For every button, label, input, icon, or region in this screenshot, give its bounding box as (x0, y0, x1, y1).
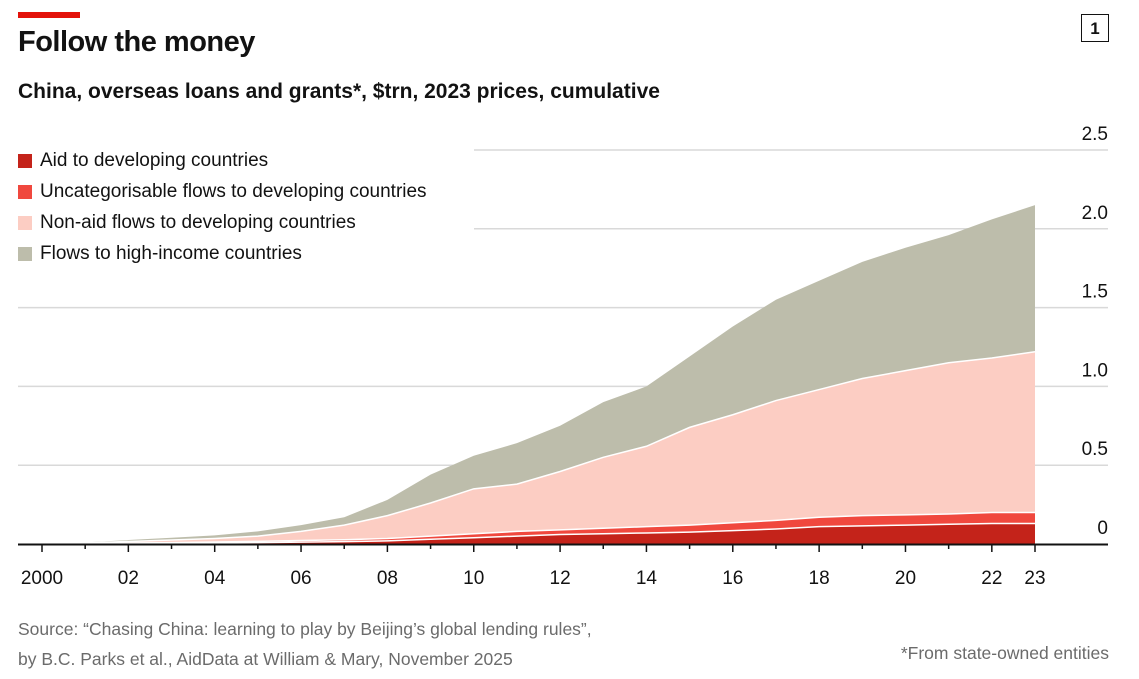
x-tick-label: 10 (463, 568, 484, 589)
accent-bar (18, 12, 80, 18)
legend-item-nonaid: Non-aid flows to developing countries (18, 207, 427, 238)
x-tick-label: 23 (1024, 568, 1045, 589)
source-line-1: Source: “Chasing China: learning to play… (18, 619, 592, 639)
x-tick-label: 20 (895, 568, 916, 589)
legend-swatch-aid (18, 153, 32, 168)
boundary-aid (41, 522, 1035, 545)
area-uncategorisable (42, 512, 1035, 544)
x-tick-label: 06 (290, 568, 311, 589)
legend-label-aid: Aid to developing countries (40, 149, 269, 171)
area-layer (41, 205, 1036, 545)
axis-layer (18, 543, 1108, 552)
x-tick-label: 14 (636, 568, 658, 589)
x-tick-label: 16 (722, 568, 743, 589)
x-tick-label: 18 (809, 568, 830, 589)
legend-item-aid: Aid to developing countries (18, 145, 427, 176)
source-line-2: by B.C. Parks et al., AidData at William… (18, 649, 513, 669)
boundary-nonaid (41, 350, 1036, 545)
legend-label-highincome: Flows to high-income countries (40, 242, 302, 264)
chart-title: Follow the money (18, 26, 255, 58)
legend-item-highincome: Flows to high-income countries (18, 238, 427, 269)
chart-subtitle: China, overseas loans and grants*, $trn,… (18, 80, 660, 103)
y-tick-label: 1.5 (1082, 282, 1108, 303)
legend-item-uncategorisable: Uncategorisable flows to developing coun… (18, 176, 427, 207)
boundary-uncategorisable (41, 511, 1035, 545)
x-tick-label: 2000 (21, 568, 63, 589)
legend-swatch-nonaid (18, 215, 32, 230)
chart-number-badge: 1 (1081, 14, 1109, 42)
source-note: Source: “Chasing China: learning to play… (18, 614, 592, 674)
legend-swatch-uncategorisable (18, 184, 32, 199)
y-tick-label: 2.5 (1082, 124, 1108, 145)
legend-swatch-highincome (18, 246, 32, 261)
y-tick-label: 1.0 (1082, 360, 1108, 381)
y-tick-label: 2.0 (1082, 203, 1108, 224)
y-tick-label: 0 (1097, 518, 1108, 539)
legend: Aid to developing countries Uncategorisa… (18, 145, 427, 269)
legend-label-uncategorisable: Uncategorisable flows to developing coun… (40, 180, 427, 202)
x-tick-label: 02 (118, 568, 139, 589)
area-nonaid (42, 351, 1035, 544)
footnote: *From state-owned entities (900, 643, 1109, 663)
legend-label-nonaid: Non-aid flows to developing countries (40, 211, 356, 233)
label-layer: 0 0.5 1.0 1.5 2.0 2.5 2000 02 04 06 08 10 12 14 16 18 20… (21, 124, 1108, 589)
x-tick-label: 04 (204, 568, 226, 589)
x-tick-label: 08 (377, 568, 398, 589)
x-tick-label: 12 (550, 568, 571, 589)
x-tick-label: 22 (981, 568, 1002, 589)
area-highincome (42, 205, 1035, 544)
y-tick-label: 0.5 (1082, 439, 1108, 460)
